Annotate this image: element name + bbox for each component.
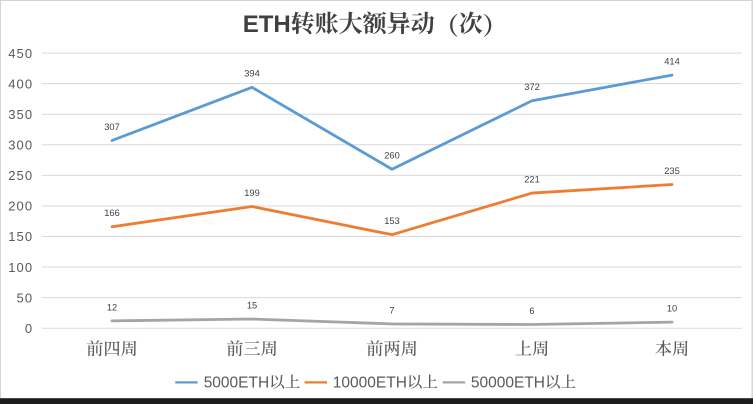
- svg-text:10: 10: [667, 303, 677, 313]
- svg-text:300: 300: [8, 137, 33, 152]
- svg-text:0: 0: [25, 321, 33, 336]
- svg-text:150: 150: [8, 229, 33, 244]
- svg-text:15: 15: [247, 300, 257, 310]
- svg-text:414: 414: [664, 56, 680, 66]
- svg-text:394: 394: [244, 69, 260, 79]
- svg-text:100: 100: [8, 260, 33, 275]
- svg-text:50000ETH: 50000ETH: [471, 374, 545, 391]
- svg-text:400: 400: [8, 76, 33, 91]
- svg-text:166: 166: [104, 208, 120, 218]
- svg-text:260: 260: [384, 151, 400, 161]
- svg-text:12: 12: [107, 302, 117, 312]
- svg-text:372: 372: [524, 82, 540, 92]
- svg-text:250: 250: [8, 168, 33, 183]
- svg-text:50: 50: [17, 290, 34, 305]
- svg-text:ETH: ETH: [243, 11, 291, 38]
- svg-text:5000ETH: 5000ETH: [204, 374, 269, 391]
- svg-text:350: 350: [8, 107, 33, 122]
- svg-text:199: 199: [244, 188, 260, 198]
- svg-text:450: 450: [8, 46, 33, 61]
- svg-text:7: 7: [389, 305, 394, 315]
- svg-text:6: 6: [529, 306, 534, 316]
- svg-text:221: 221: [524, 174, 540, 184]
- svg-text:200: 200: [8, 199, 33, 214]
- svg-text:153: 153: [384, 216, 400, 226]
- svg-text:10000ETH: 10000ETH: [333, 374, 407, 391]
- svg-text:235: 235: [664, 166, 680, 176]
- svg-text:307: 307: [104, 122, 120, 132]
